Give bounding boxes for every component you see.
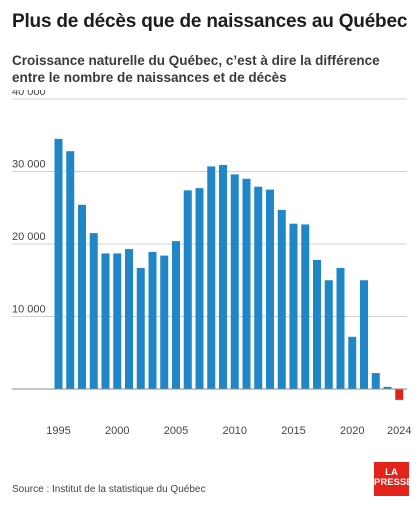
- bar-2019: [336, 267, 345, 389]
- logo-line2: PRESSE: [374, 477, 413, 488]
- y-tick-label: 20 000: [12, 231, 46, 243]
- x-tick-label: 1995: [46, 425, 70, 437]
- bar-2006: [183, 190, 192, 389]
- y-tick-labels: 40 000 30 000 20 000 10 000: [12, 90, 46, 316]
- x-tick-label: 2000: [105, 425, 129, 437]
- x-tick-label: 2024: [387, 425, 411, 437]
- bar-2002: [136, 267, 145, 389]
- bar-2015: [289, 223, 298, 389]
- x-tick-labels: 1995 2000 2005 2010 2015 2020 2024: [46, 425, 411, 437]
- bar-2018: [324, 280, 333, 389]
- bar-2008: [207, 166, 216, 389]
- bar-2012: [254, 186, 263, 389]
- bar-1999: [101, 253, 110, 389]
- bar-2001: [125, 249, 133, 389]
- bar-2022: [371, 373, 380, 389]
- la-presse-logo: LA PRESSE: [374, 462, 413, 496]
- bar-2005: [172, 241, 180, 389]
- y-tick-label: 10 000: [12, 304, 46, 316]
- source-note: Source : Institut de la statistique du Q…: [12, 484, 206, 495]
- bar-2014: [277, 209, 286, 389]
- y-tick-label: 30 000: [12, 159, 46, 171]
- bar-2007: [195, 188, 204, 389]
- bar-2011: [242, 178, 251, 389]
- x-tick-label: 2010: [223, 425, 247, 437]
- bar-2017: [313, 259, 321, 389]
- bar-2009: [219, 164, 227, 389]
- bar-2003: [148, 251, 157, 389]
- x-tick-label: 2005: [164, 425, 188, 437]
- bar-2024: [395, 389, 404, 400]
- bar-2010: [230, 174, 239, 389]
- x-tick-label: 2020: [340, 425, 364, 437]
- bar-2021: [360, 280, 368, 389]
- y-tick-label: 40 000: [12, 90, 46, 98]
- chart-title: Plus de décès que de naissances au Québe…: [12, 11, 408, 32]
- x-tick-label: 2015: [281, 425, 305, 437]
- bars: [54, 138, 404, 400]
- bar-2023: [383, 386, 392, 389]
- bar-2000: [113, 253, 122, 389]
- bar-1998: [89, 233, 98, 389]
- bar-chart: 40 000 30 000 20 000 10 000 1995 2000 2005 201…: [12, 90, 411, 437]
- logo-line1: LA: [385, 467, 398, 478]
- bar-1996: [66, 151, 75, 389]
- bar-2016: [301, 224, 310, 389]
- bar-1997: [78, 204, 86, 389]
- bar-1995: [54, 138, 63, 389]
- bar-2013: [266, 189, 274, 389]
- bar-2004: [160, 255, 169, 389]
- chart-subtitle: Croissance naturelle du Québec, c’est à …: [12, 53, 380, 85]
- bar-2020: [348, 336, 357, 389]
